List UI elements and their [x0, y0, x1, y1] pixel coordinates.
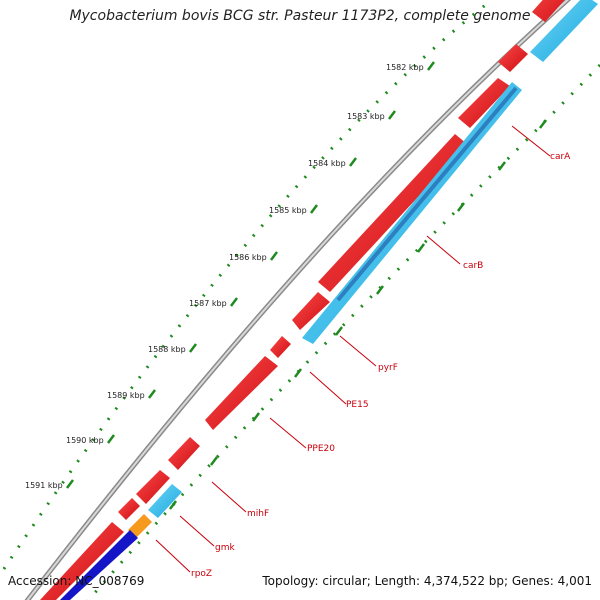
scale-label-1590: 1590 kbp — [66, 436, 104, 445]
gene-rna-blue[interactable] — [60, 530, 138, 600]
gene-reverse-carA-overlay — [336, 86, 518, 302]
scale-label-1585: 1585 kbp — [269, 206, 307, 215]
scale-label-1582: 1582 kbp — [386, 63, 424, 72]
accession-label: Accession: NC_008769 — [8, 574, 145, 588]
gene-forward-top-2[interactable] — [498, 44, 528, 72]
gene-forward-PPE20[interactable] — [205, 356, 278, 430]
major-ticks — [66, 61, 435, 489]
gene-forward-carB-span[interactable] — [318, 134, 467, 292]
scale-label-1586: 1586 kbp — [229, 253, 267, 262]
gene-label-carB[interactable]: carB — [463, 261, 483, 271]
gene-forward-rpoZ[interactable] — [118, 498, 140, 520]
gene-forward-gmk[interactable] — [136, 470, 170, 504]
gene-label-leaders — [155, 125, 551, 573]
outer-ruler — [0, 0, 495, 578]
inner-ruler — [86, 63, 600, 600]
scale-label-1587: 1587 kbp — [189, 299, 227, 308]
gene-label-PPE20[interactable]: PPE20 — [307, 444, 335, 454]
scale-label-1584: 1584 kbp — [308, 159, 346, 168]
scale-label-1583: 1583 kbp — [347, 112, 385, 121]
gene-forward-mihF[interactable] — [168, 437, 200, 470]
genome-summary: Topology: circular; Length: 4,374,522 bp… — [262, 574, 592, 588]
gene-reverse-top[interactable] — [530, 0, 598, 62]
gene-label-pyrF[interactable]: pyrF — [378, 363, 398, 373]
scale-label-1589: 1589 kbp — [107, 391, 145, 400]
gene-label-mihF[interactable]: mihF — [247, 509, 269, 519]
inner-major-ticks — [169, 119, 547, 510]
backbone-arc-highlight — [26, 0, 569, 600]
gene-label-PE15[interactable]: PE15 — [346, 400, 369, 410]
forward-strand-track — [40, 0, 578, 600]
scale-label-1591: 1591 kbp — [25, 481, 63, 490]
gene-forward-top-1[interactable] — [532, 0, 578, 22]
gene-label-gmk[interactable]: gmk — [215, 543, 235, 553]
gene-reverse-mihF[interactable] — [148, 484, 182, 518]
scale-labels: 1582 kbp 1583 kbp 1584 kbp 1585 kbp 1586… — [25, 63, 424, 490]
gene-forward-PE15[interactable] — [270, 336, 291, 358]
gene-orange[interactable] — [128, 514, 152, 538]
gene-label-carA[interactable]: carA — [550, 152, 571, 162]
gene-label-rpoZ[interactable]: rpoZ — [191, 569, 212, 579]
scale-label-1588: 1588 kbp — [148, 345, 186, 354]
gene-forward-long[interactable] — [458, 78, 510, 128]
map-title: Mycobacterium bovis BCG str. Pasteur 117… — [69, 8, 531, 24]
gene-forward-bottom[interactable] — [40, 522, 124, 600]
gene-labels: carA carB pyrF PE15 PPE20 mihF gmk rpoZ — [191, 152, 571, 579]
gene-forward-pyrF[interactable] — [292, 292, 330, 330]
reverse-strand-track — [60, 0, 598, 600]
